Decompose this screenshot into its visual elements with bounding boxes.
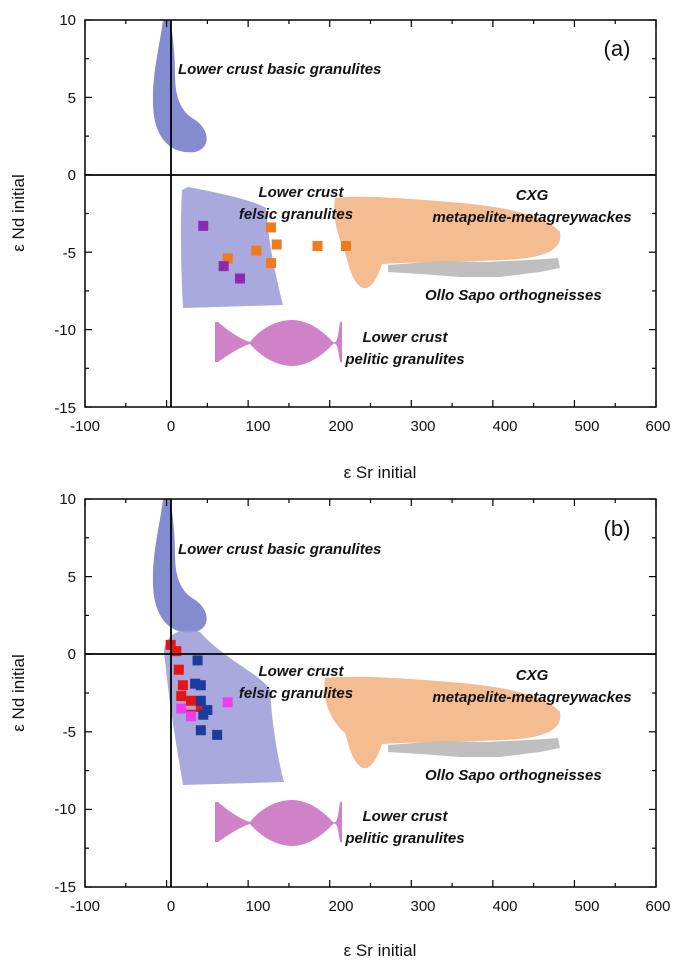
x-axis-title-a: ε Sr initial [344,463,417,482]
data-point [177,680,188,691]
label-cxg-line2: metapelite-metagreywackes [432,689,631,706]
x-tick-label: -100 [70,898,100,915]
ollo-sapo-field [388,738,560,757]
label-ollo-sapo: Ollo Sapo orthogneisses [425,287,602,304]
data-point [218,261,229,272]
y-tick-label: -5 [63,245,76,262]
y-tick-label: -15 [54,879,76,896]
panel-b: -100 0 100 200 300 400 500 600 10 5 0 -5… [9,491,671,960]
data-point [222,697,233,708]
y-tick-label: 10 [59,12,76,29]
panel-a: -100 0 100 200 300 400 500 600 10 5 0 -5… [9,12,671,482]
x-tick-label: 200 [328,898,353,915]
x-tick-label: 300 [410,898,435,915]
pelitic-granulites-field [215,800,342,846]
y-tick-label: 0 [68,646,76,663]
data-point [198,709,209,720]
data-point [186,711,197,722]
data-point [195,701,206,712]
data-point [271,239,282,250]
data-point [173,664,184,675]
ticks-b [84,498,657,888]
x-tick-label: 0 [167,898,175,915]
data-point [212,729,223,740]
y-tick-label: -5 [63,724,76,741]
label-felsic-granulites-line1: Lower crust [258,184,344,201]
tick-labels-b: -100 0 100 200 300 400 500 600 10 5 0 -5… [54,491,670,915]
y-tick-label: 10 [59,491,76,508]
y-tick-label: -10 [54,801,76,818]
ollo-sapo-field [388,258,560,277]
x-tick-label: 0 [167,418,175,435]
x-tick-label: 400 [492,418,517,435]
x-tick-label: 200 [328,418,353,435]
x-tick-label: 600 [645,418,670,435]
tick-labels-a: -100 0 100 200 300 400 500 600 10 5 0 -5… [54,12,670,435]
x-tick-label: 100 [245,418,270,435]
y-axis-title-b: ε Nd initial [9,654,28,732]
data-point [195,680,206,691]
panel-label-a: (a) [604,36,631,61]
data-point [234,273,245,284]
data-point [198,220,209,231]
felsic-granulites-field [164,630,284,785]
y-tick-label: 5 [68,569,76,586]
label-ollo-sapo: Ollo Sapo orthogneisses [425,767,602,784]
data-point [176,691,187,702]
ticks-a [84,19,657,408]
data-point [195,725,206,736]
x-axis-title-b: ε Sr initial [344,941,417,960]
x-tick-label: 400 [492,898,517,915]
felsic-granulites-field [180,187,283,308]
cxg-field [324,676,561,769]
x-tick-label: 300 [410,418,435,435]
basic-granulites-field [152,20,207,153]
label-cxg-line2: metapelite-metagreywackes [432,209,631,226]
basic-granulites-field [152,499,207,633]
data-point [251,245,262,256]
data-point [265,258,276,269]
data-point [186,695,197,706]
label-cxg-line1: CXG [516,667,549,684]
label-basic-granulites: Lower crust basic granulites [178,541,381,558]
y-tick-label: -15 [54,400,76,417]
y-axis-title-a: ε Nd initial [9,174,28,252]
label-felsic-granulites-line2: felsic granulites [239,206,353,223]
label-cxg-line1: CXG [516,187,549,204]
y-tick-label: -10 [54,322,76,339]
data-point [171,646,182,657]
data-point [312,241,323,252]
fields-a [152,20,561,366]
data-point [341,241,352,252]
x-tick-label: -100 [70,418,100,435]
label-pelitic-granulites-line1: Lower crust [362,329,448,346]
data-point [222,253,233,264]
label-pelitic-granulites-line2: pelitic granulites [344,830,464,847]
label-basic-granulites: Lower crust basic granulites [178,61,381,78]
data-point [192,655,203,666]
label-pelitic-granulites-line1: Lower crust [362,808,448,825]
x-tick-label: 500 [574,418,599,435]
cxg-field [334,196,561,289]
fields-b [152,499,561,846]
x-tick-label: 600 [645,898,670,915]
label-pelitic-granulites-line2: pelitic granulites [344,351,464,368]
y-tick-label: 5 [68,90,76,107]
data-point [176,703,187,714]
pelitic-granulites-field [215,320,342,366]
data-point [195,695,206,706]
y-tick-label: 0 [68,167,76,184]
x-tick-label: 500 [574,898,599,915]
data-point [265,222,276,233]
label-felsic-granulites-line1: Lower crust [258,663,344,680]
x-tick-label: 100 [245,898,270,915]
data-point [190,678,201,689]
panel-label-b: (b) [604,516,631,541]
label-felsic-granulites-line2: felsic granulites [239,685,353,702]
points-a [198,220,352,284]
